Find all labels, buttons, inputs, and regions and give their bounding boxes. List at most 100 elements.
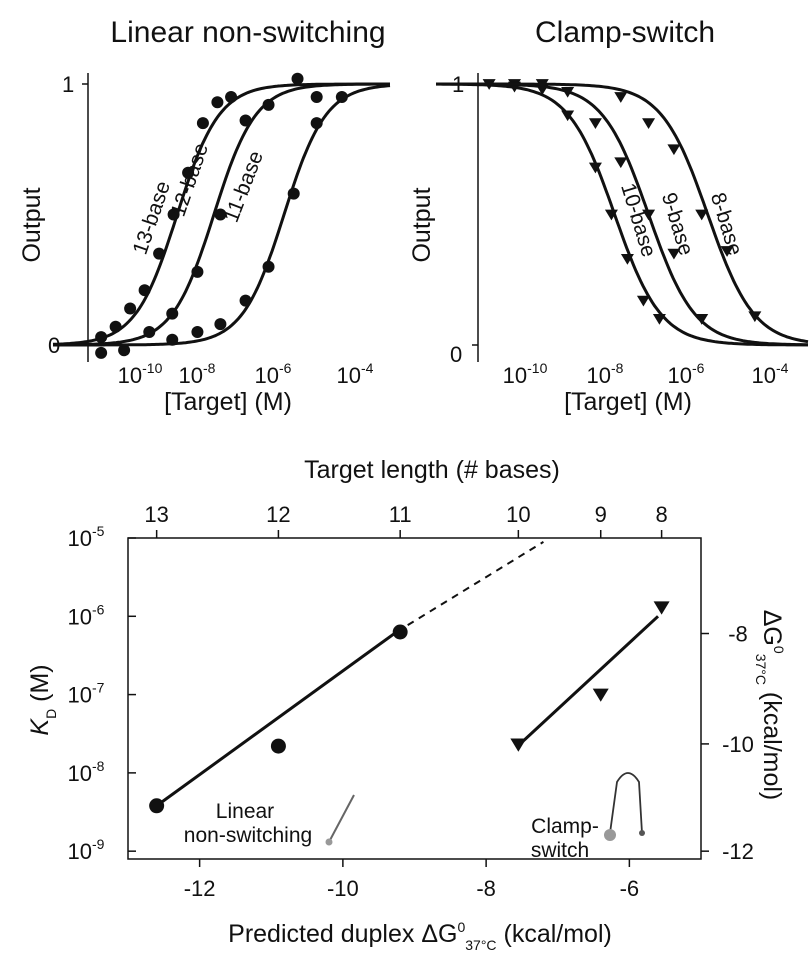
fit-curve-clamp-1 <box>436 82 808 347</box>
fit-curve-clamp-0 <box>436 82 808 347</box>
kd-top-tick-label-5: 8 <box>655 502 667 527</box>
kd-plot-frame <box>127 537 702 860</box>
kd-point-1-0 <box>510 738 527 752</box>
y-tick-label-clamp-0: 0 <box>450 342 462 367</box>
x-axis-label-linear: [Target] (M) <box>164 388 292 416</box>
point-linear-2-2 <box>191 325 204 338</box>
annotation-non-switching: non-switching <box>184 824 312 847</box>
y-tick-label-linear-1: 1 <box>62 72 74 97</box>
point-linear-2-0 <box>95 346 108 359</box>
x-tick-label-linear-0: 10-10 <box>118 360 163 388</box>
point-linear-2-4 <box>239 294 252 307</box>
point-linear-2-7 <box>310 117 323 130</box>
point-clamp-2-4 <box>695 209 709 221</box>
point-clamp-1-3 <box>614 157 628 169</box>
point-clamp-1-4 <box>642 209 656 221</box>
x-tick-label-linear-1: 10-8 <box>179 360 216 388</box>
kd-x-tick-label-1: -10 <box>327 876 359 901</box>
kd-x-tick-label-0: -12 <box>184 876 216 901</box>
point-linear-0-5 <box>167 208 180 221</box>
point-clamp-2-0 <box>535 79 549 90</box>
plot-area-clamp <box>436 79 809 347</box>
kd-extrapolation-line-0 <box>396 541 544 633</box>
point-linear-0-1 <box>109 320 122 333</box>
series-label-10-base: 10-base <box>616 180 660 259</box>
kd-point-0-1 <box>270 738 286 754</box>
kd-fit-line-0 <box>155 630 398 807</box>
point-linear-2-8 <box>335 91 348 104</box>
kd-fit-line-1 <box>517 615 660 747</box>
series-label-12-base: 12-base <box>167 140 213 219</box>
kd-y-tick-label-0: 10-9 <box>68 836 105 864</box>
point-linear-1-7 <box>291 72 304 85</box>
point-clamp-2-2 <box>642 118 656 129</box>
kd-top-tick-label-1: 12 <box>266 502 290 527</box>
point-linear-0-9 <box>225 91 238 104</box>
y-axis-label-kd: KD (M) <box>26 664 59 735</box>
annotation-clamp: Clamp- <box>531 815 599 838</box>
top-axis-label: Target length (# bases) <box>304 456 560 484</box>
kd-y-tick-label-2: 10-7 <box>68 680 105 708</box>
point-linear-1-0 <box>118 344 131 357</box>
fit-curve-linear-2 <box>53 84 391 347</box>
point-clamp-2-5 <box>720 246 734 257</box>
point-clamp-1-5 <box>667 248 681 260</box>
kd-right-tick-label-2: -12 <box>722 839 754 864</box>
point-clamp-0-3 <box>561 110 575 122</box>
plot-area-kd <box>149 541 670 814</box>
kd-y-tick-label-1: 10-8 <box>68 758 105 786</box>
x-tick-label-clamp-1: 10-8 <box>587 360 624 388</box>
kd-axes: 10-9 10-8 10-7 10-6 10-5 -12 -10 -8 -6 13 12 11 10 9 8… <box>68 502 754 901</box>
y-axis-label-linear: Output <box>18 187 46 262</box>
point-linear-0-3 <box>138 284 151 297</box>
point-linear-1-4 <box>214 208 227 221</box>
point-linear-1-2 <box>166 307 179 320</box>
y-axis-label-clamp: Output <box>408 187 436 262</box>
annotation-linear: Linear <box>216 800 274 823</box>
kd-point-0-0 <box>149 798 165 814</box>
clamp-switch-icon <box>604 772 645 841</box>
right-axis-label: ΔG037°C (kcal/mol) <box>753 610 787 801</box>
plot-area-linear <box>52 72 391 359</box>
point-clamp-0-8 <box>652 314 666 325</box>
annotation-switch: switch <box>531 839 589 862</box>
point-linear-0-7 <box>196 117 209 130</box>
x-tick-label-clamp-2: 10-6 <box>668 360 705 388</box>
kd-y-tick-label-3: 10-6 <box>68 601 105 629</box>
panel-title-linear: Linear non-switching <box>110 16 385 49</box>
point-clamp-1-1 <box>561 86 575 98</box>
series-label-11-base: 11-base <box>220 148 268 226</box>
point-linear-0-4 <box>153 247 166 260</box>
fit-curve-linear-1 <box>53 82 390 347</box>
point-clamp-0-6 <box>620 253 634 265</box>
point-linear-1-8 <box>310 91 323 104</box>
point-clamp-2-6 <box>748 311 762 323</box>
point-linear-2-3 <box>214 318 227 331</box>
linear-probe-icon <box>325 794 355 846</box>
x-axis-label-kd: Predicted duplex ΔG037°C (kcal/mol) <box>228 919 612 953</box>
x-axis-label-clamp: [Target] (M) <box>564 388 692 416</box>
point-linear-2-1 <box>166 333 179 346</box>
series-label-9-base: 9-base <box>657 190 698 258</box>
panel-clamp: Clamp-switch 1 0 Output 10-10 10-8 10-6 … <box>408 16 809 416</box>
kd-x-tick-label-2: -8 <box>476 876 496 901</box>
point-clamp-1-2 <box>588 118 602 129</box>
kd-point-0-2 <box>392 624 408 640</box>
kd-right-tick-label-0: -8 <box>728 622 748 647</box>
point-linear-1-3 <box>191 265 204 278</box>
kd-x-tick-label-3: -6 <box>620 876 640 901</box>
x-tick-label-linear-2: 10-6 <box>255 360 292 388</box>
point-clamp-0-5 <box>604 209 618 221</box>
kd-top-tick-label-3: 10 <box>506 502 530 527</box>
point-linear-2-5 <box>262 260 275 273</box>
kd-point-1-2 <box>653 601 670 615</box>
point-clamp-1-6 <box>695 314 709 325</box>
point-clamp-0-4 <box>588 162 602 174</box>
panel-kd: Target length (# bases) 10-910-810-710-6… <box>26 456 787 953</box>
point-linear-0-2 <box>124 302 137 315</box>
point-linear-1-1 <box>143 325 156 338</box>
point-linear-0-0 <box>95 331 108 344</box>
x-tick-label-clamp-0: 10-10 <box>503 360 548 388</box>
point-linear-1-5 <box>239 114 252 127</box>
